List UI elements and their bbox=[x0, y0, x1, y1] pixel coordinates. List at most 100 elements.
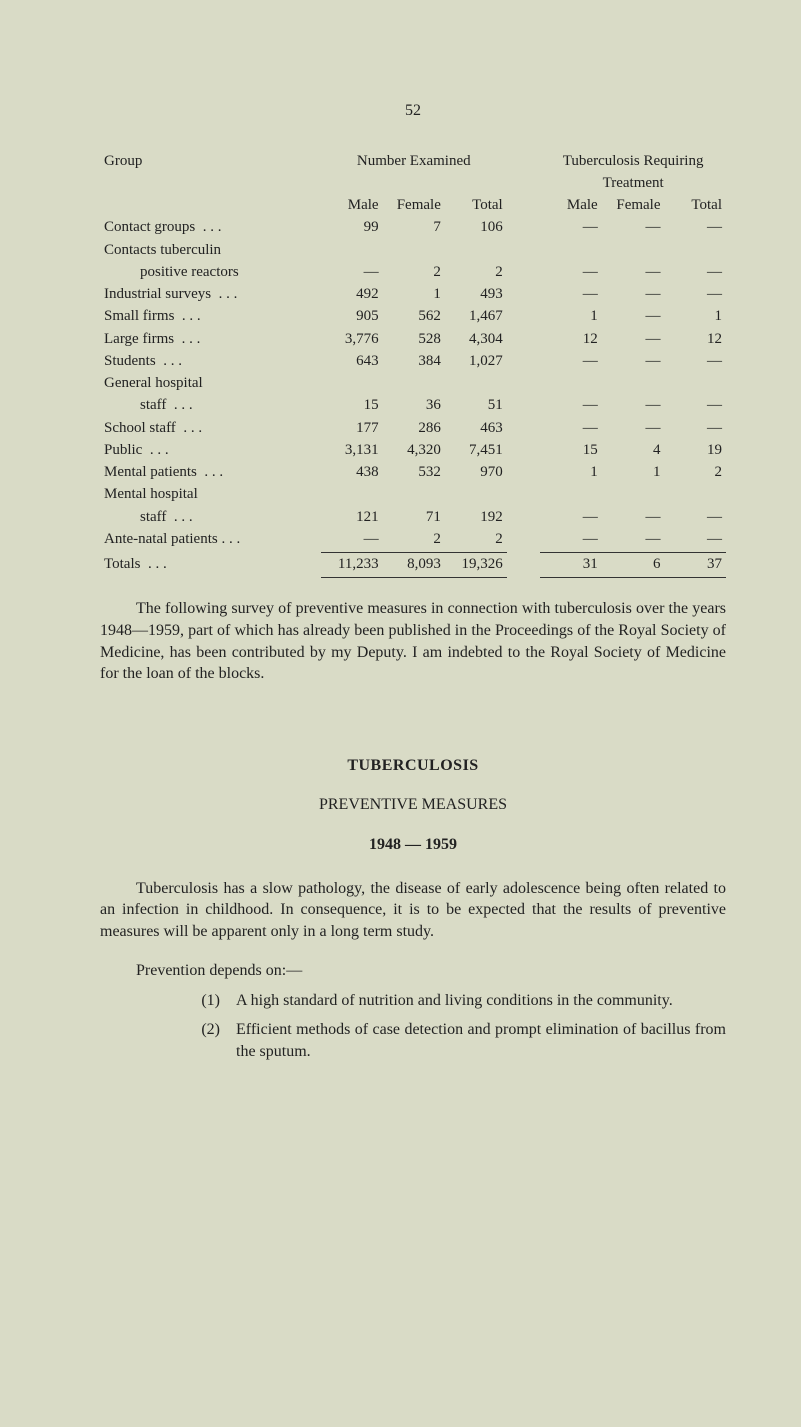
table-row: Industrial surveys4921493——— bbox=[100, 283, 726, 305]
cell: — bbox=[665, 350, 726, 372]
cell: 51 bbox=[445, 394, 507, 416]
enum-item: (2)Efficient methods of case detection a… bbox=[100, 1019, 726, 1062]
totals-t2: 37 bbox=[665, 553, 726, 576]
col-female2: Female bbox=[602, 194, 665, 216]
cell: 1 bbox=[540, 461, 601, 483]
cell: 643 bbox=[321, 350, 383, 372]
cell: — bbox=[665, 394, 726, 416]
cell: 4,304 bbox=[445, 328, 507, 350]
cell: 1 bbox=[540, 305, 601, 327]
row-label: positive reactors bbox=[100, 261, 321, 283]
table-row: Small firms9055621,4671—1 bbox=[100, 305, 726, 327]
totals-f2: 6 bbox=[602, 553, 665, 576]
cell: 7,451 bbox=[445, 439, 507, 461]
row-label: School staff bbox=[100, 417, 321, 439]
row-label: Mental hospital bbox=[100, 483, 321, 505]
cell: — bbox=[665, 216, 726, 238]
totals-m2: 31 bbox=[540, 553, 601, 576]
row-label: Small firms bbox=[100, 305, 321, 327]
page: 52 Group Number Examined Tuberculosis Re… bbox=[0, 0, 801, 1427]
cell: 4,320 bbox=[383, 439, 445, 461]
table-row: Mental hospital bbox=[100, 483, 726, 505]
hdr-tb-req-1: Tuberculosis Requiring bbox=[540, 150, 726, 172]
cell: 528 bbox=[383, 328, 445, 350]
cell: — bbox=[540, 528, 601, 550]
table-row: Students6433841,027——— bbox=[100, 350, 726, 372]
cell: 438 bbox=[321, 461, 383, 483]
header-group-row: Group Number Examined Tuberculosis Requi… bbox=[100, 150, 726, 172]
cell: 2 bbox=[383, 528, 445, 550]
cell: — bbox=[602, 305, 665, 327]
cell: 15 bbox=[540, 439, 601, 461]
cell: 1,467 bbox=[445, 305, 507, 327]
header-cols-row: Male Female Total Male Female Total bbox=[100, 194, 726, 216]
hdr-number-examined: Number Examined bbox=[321, 150, 507, 172]
cell: — bbox=[665, 417, 726, 439]
cell: 1 bbox=[383, 283, 445, 305]
row-label: Contact groups bbox=[100, 216, 321, 238]
row-label: Ante-natal patients . . . bbox=[100, 528, 321, 550]
totals-t1: 19,326 bbox=[445, 553, 507, 576]
cell: — bbox=[602, 417, 665, 439]
cell: 1 bbox=[602, 461, 665, 483]
table-row: General hospital bbox=[100, 372, 726, 394]
enum-text: A high standard of nutrition and living … bbox=[236, 990, 726, 1012]
section-title: TUBERCULOSIS bbox=[100, 755, 726, 777]
cell: 384 bbox=[383, 350, 445, 372]
cell: 970 bbox=[445, 461, 507, 483]
cell: 2 bbox=[445, 528, 507, 550]
section-years: 1948 — 1959 bbox=[100, 834, 726, 856]
enum-number: (2) bbox=[100, 1019, 236, 1062]
header-group-row2: Treatment bbox=[100, 172, 726, 194]
cell: 7 bbox=[383, 216, 445, 238]
cell: 2 bbox=[383, 261, 445, 283]
cell: 71 bbox=[383, 506, 445, 528]
post-totals-rule bbox=[100, 575, 726, 578]
table-row: Ante-natal patients . . .—22——— bbox=[100, 528, 726, 550]
cell: 36 bbox=[383, 394, 445, 416]
cell: — bbox=[665, 506, 726, 528]
cell: 2 bbox=[445, 261, 507, 283]
cell: 106 bbox=[445, 216, 507, 238]
table-row: Large firms3,7765284,30412—12 bbox=[100, 328, 726, 350]
cell: 2 bbox=[665, 461, 726, 483]
para-intro: Tuberculosis has a slow pathology, the d… bbox=[100, 878, 726, 943]
cell: 12 bbox=[540, 328, 601, 350]
cell: 286 bbox=[383, 417, 445, 439]
section-subtitle: PREVENTIVE MEASURES bbox=[100, 794, 726, 816]
para-after-table: The following survey of preventive measu… bbox=[100, 598, 726, 684]
cell: 192 bbox=[445, 506, 507, 528]
cell: — bbox=[665, 261, 726, 283]
row-label: Mental patients bbox=[100, 461, 321, 483]
row-label: Large firms bbox=[100, 328, 321, 350]
cell: 15 bbox=[321, 394, 383, 416]
cell: — bbox=[540, 506, 601, 528]
totals-row: Totals 11,233 8,093 19,326 31 6 37 bbox=[100, 553, 726, 576]
enum-item: (1)A high standard of nutrition and livi… bbox=[100, 990, 726, 1012]
cell: 493 bbox=[445, 283, 507, 305]
cell: 4 bbox=[602, 439, 665, 461]
totals-m1: 11,233 bbox=[321, 553, 383, 576]
row-label: Students bbox=[100, 350, 321, 372]
cell: — bbox=[321, 261, 383, 283]
cell: 19 bbox=[665, 439, 726, 461]
cell: 1,027 bbox=[445, 350, 507, 372]
cell: — bbox=[321, 528, 383, 550]
table-row: positive reactors—22——— bbox=[100, 261, 726, 283]
row-label: Public bbox=[100, 439, 321, 461]
table-row: staff12171192——— bbox=[100, 506, 726, 528]
cell: 905 bbox=[321, 305, 383, 327]
cell: 562 bbox=[383, 305, 445, 327]
cell: 3,131 bbox=[321, 439, 383, 461]
totals-label: Totals bbox=[104, 556, 167, 572]
cell: — bbox=[540, 350, 601, 372]
table-row: School staff177286463——— bbox=[100, 417, 726, 439]
totals-f1: 8,093 bbox=[383, 553, 445, 576]
cell: — bbox=[602, 261, 665, 283]
cell: — bbox=[602, 394, 665, 416]
cell: — bbox=[602, 216, 665, 238]
col-total1: Total bbox=[445, 194, 507, 216]
prevention-lead: Prevention depends on:— bbox=[100, 960, 726, 982]
cell: — bbox=[540, 417, 601, 439]
cell: — bbox=[540, 394, 601, 416]
